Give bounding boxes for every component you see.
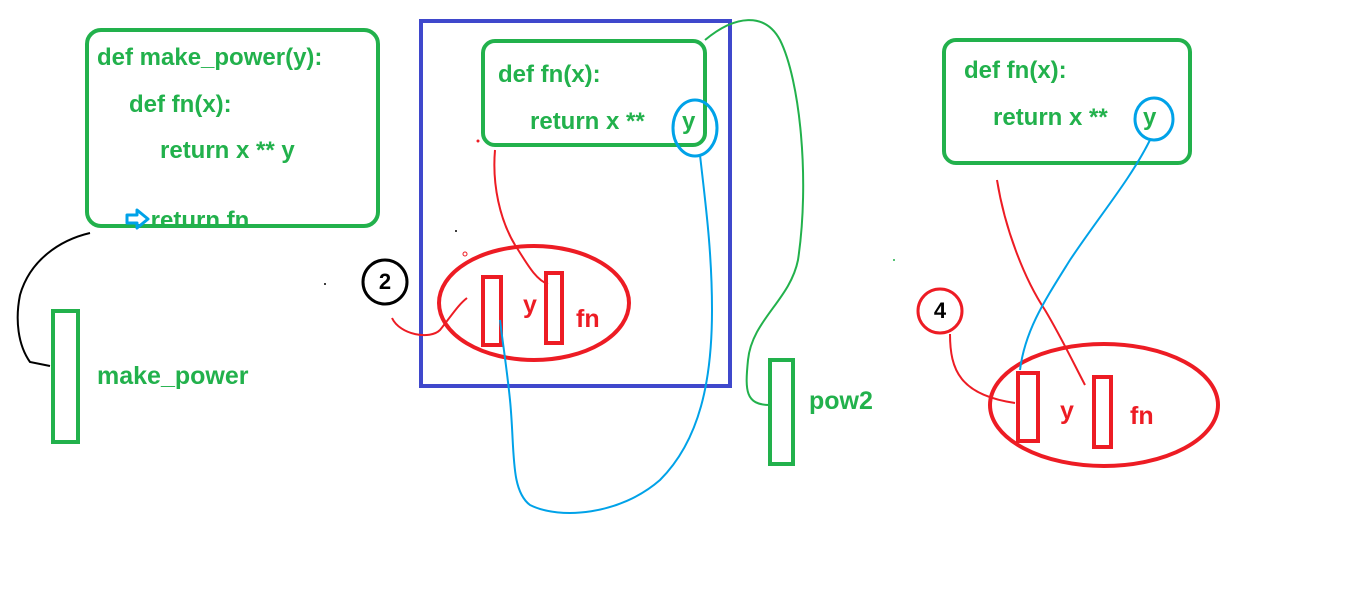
frame-2-fn-pointer — [996, 179, 1086, 386]
make-power-pointer-line — [16, 232, 91, 367]
pow2-pointer-line — [704, 19, 805, 406]
code-line-return-fn-row: return fn — [98, 184, 249, 257]
frame-1-fn-label: fn — [576, 305, 600, 333]
code-token-y: y — [682, 108, 696, 135]
code-line-def-fn-2: def fn(x): — [498, 61, 601, 88]
frame-2-ellipse — [988, 342, 1220, 468]
stray-mark — [455, 230, 457, 232]
frame-1-y-slot — [481, 275, 503, 347]
stray-mark — [324, 283, 326, 285]
frame-2-y-slot — [1016, 371, 1040, 443]
frame-1-y-reference — [499, 154, 714, 514]
arrow-right-icon — [125, 208, 150, 230]
code-line-def-fn: def fn(x): — [129, 91, 232, 118]
frame-1-ellipse — [437, 244, 631, 362]
argument-4-connector — [949, 333, 1016, 404]
argument-2-circle — [361, 258, 409, 306]
make-power-variable-box — [51, 309, 80, 444]
pow2-variable-box — [768, 358, 795, 466]
frame-1-y-label: y — [523, 291, 537, 319]
frame-1-y-highlight — [671, 98, 719, 158]
frame-2-y-highlight — [1133, 96, 1175, 142]
stray-mark — [893, 259, 895, 261]
frame-2-y-reference — [1019, 139, 1151, 371]
stray-mark — [476, 139, 480, 143]
frame-2-fn-slot — [1092, 375, 1113, 449]
code-block-fn-box — [481, 39, 707, 147]
pow2-label: pow2 — [809, 387, 873, 415]
code-line-def-make-power: def make_power(y): — [97, 44, 323, 71]
argument-2-label: 2 — [378, 269, 392, 294]
stray-mark — [462, 251, 468, 257]
code-line-return-x-power: return x ** — [530, 108, 645, 135]
frame-2-y-label: y — [1060, 397, 1074, 425]
code-line-return-power: return x ** y — [160, 137, 295, 164]
frame-1-fn-pointer — [493, 149, 549, 285]
argument-4-circle — [916, 287, 964, 335]
code-block-make-power-box — [85, 28, 380, 228]
frame-2-fn-label: fn — [1130, 402, 1154, 430]
code-line-def-fn-3: def fn(x): — [964, 57, 1067, 84]
frame-boundary-box — [419, 19, 732, 388]
code-line-return-fn: return fn — [150, 207, 250, 234]
argument-2-connector — [391, 297, 468, 337]
code-token-y-2: y — [1143, 104, 1157, 131]
argument-4-label: 4 — [933, 298, 947, 323]
code-line-return-x-power-2: return x ** — [993, 104, 1108, 131]
make-power-label: make_power — [97, 362, 249, 390]
code-block-fn-box-2 — [942, 38, 1192, 165]
frame-1-fn-slot — [544, 271, 564, 345]
